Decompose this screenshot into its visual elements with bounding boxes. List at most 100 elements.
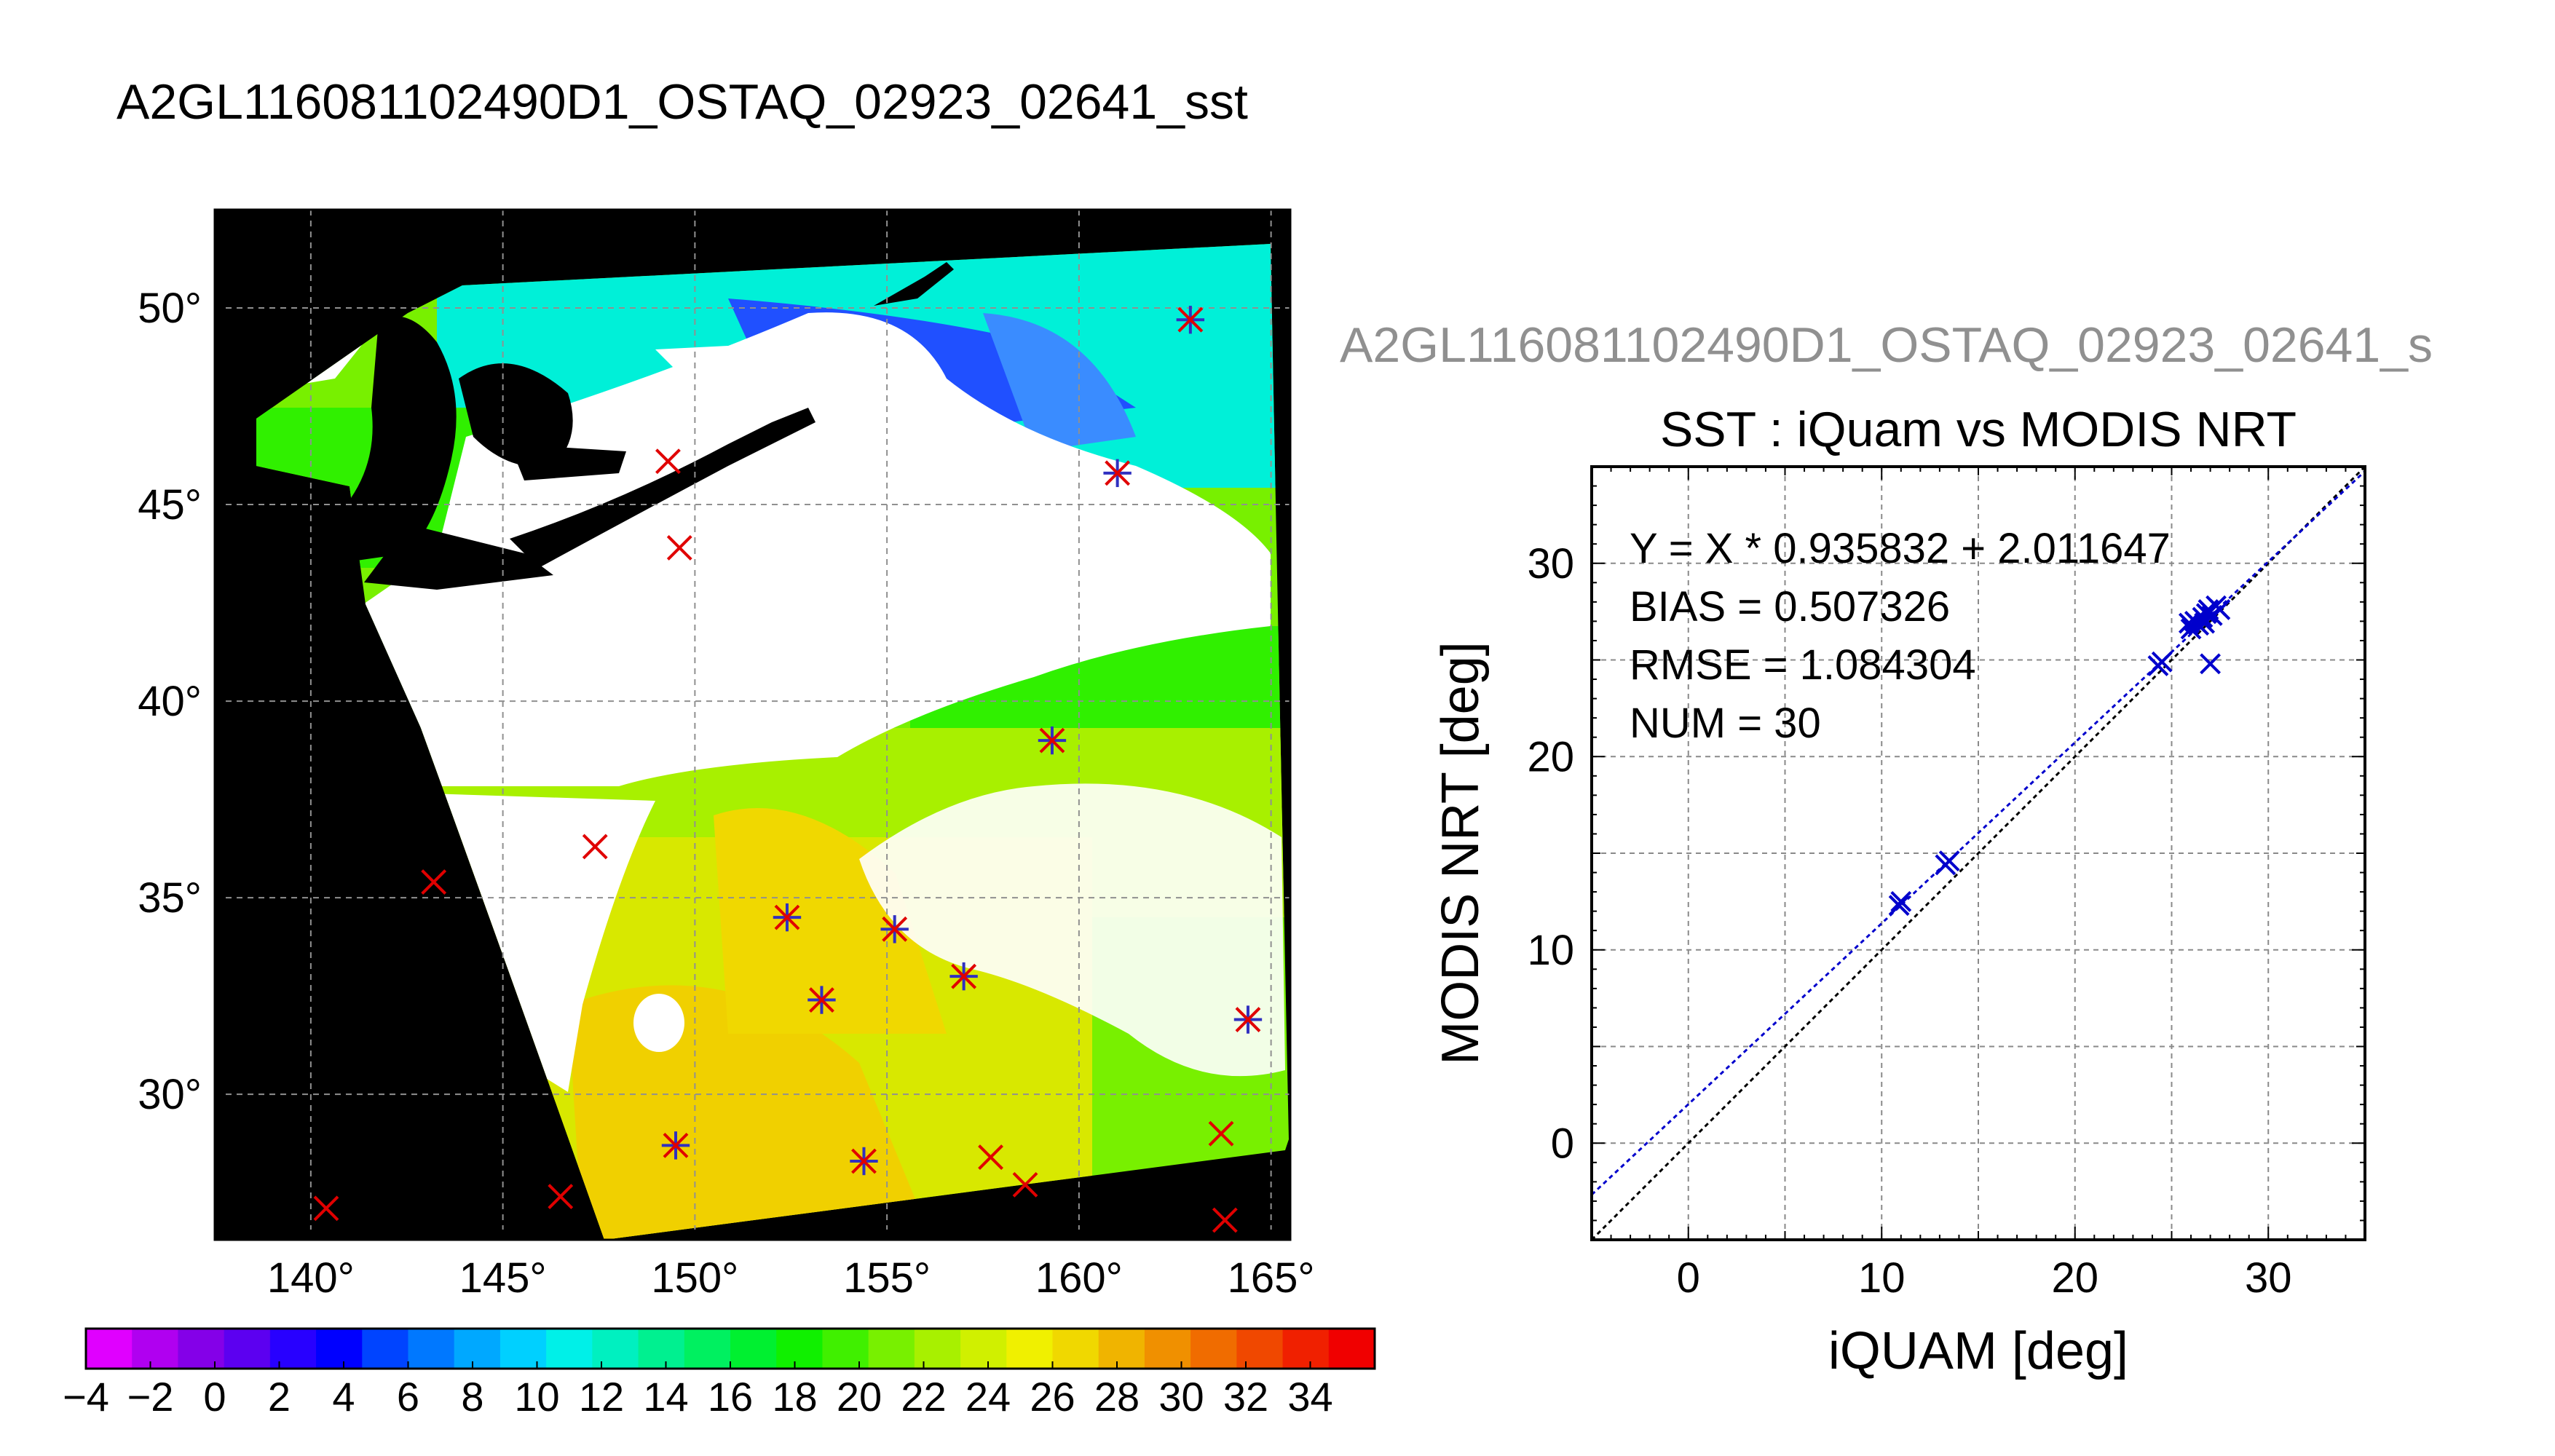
scatter-point xyxy=(2209,599,2231,620)
colorbar-cell xyxy=(868,1329,915,1369)
map-lat-label: 40° xyxy=(138,678,202,725)
matchup-marker xyxy=(807,986,836,1014)
scatter-ytick-label: 20 xyxy=(1527,733,1574,780)
colorbar-cell xyxy=(86,1329,133,1369)
scatter-ytick-label: 30 xyxy=(1527,540,1574,587)
matchup-marker xyxy=(850,1147,878,1176)
colorbar-cell xyxy=(914,1329,961,1369)
scatter-points xyxy=(1888,595,2231,917)
matchup-marker xyxy=(1176,306,1205,334)
colorbar-cell xyxy=(408,1329,455,1369)
colorbar-cell xyxy=(638,1329,685,1369)
colorbar-cell xyxy=(1282,1329,1330,1369)
scatter-point xyxy=(2151,651,2173,673)
scatter-xlabel: iQUAM [deg] xyxy=(1828,1322,2128,1380)
colorbar-cell xyxy=(1144,1329,1191,1369)
matchup-marker xyxy=(1012,1171,1038,1198)
map-lon-label: 140° xyxy=(267,1254,355,1302)
colorbar-cell xyxy=(1006,1329,1053,1369)
sst-map: 140° 145° 150° 155° 160° 165° 30° 35° 40° 45° 50° xyxy=(138,208,1315,1302)
scatter-xtick-label: 10 xyxy=(1858,1254,1906,1302)
colorbar-label: 32 xyxy=(1223,1374,1268,1420)
map-frame xyxy=(213,208,1292,1241)
map-lat-label: 35° xyxy=(138,874,202,922)
scatter-point xyxy=(2200,653,2222,675)
colorbar-label: 24 xyxy=(965,1374,1011,1420)
matchup-marker xyxy=(582,834,608,860)
colorbar-cell xyxy=(592,1329,639,1369)
colorbar-cell xyxy=(1052,1329,1099,1369)
scatter-ylabel: MODIS NRT [deg] xyxy=(1431,641,1490,1065)
colorbar-label: 8 xyxy=(461,1374,483,1420)
sst-colorbar: −4 −2 0 2 4 6 8 10 12 14 16 18 20 22 24 26 28 30 32 34 xyxy=(63,1327,1376,1420)
annotation-regression: Y = X * 0.935832 + 2.011647 xyxy=(1630,525,2171,572)
colorbar-label: 0 xyxy=(203,1374,226,1420)
colorbar-label: 16 xyxy=(708,1374,753,1420)
colorbar-cells xyxy=(86,1329,1375,1369)
map-tick-labels: 140° 145° 150° 155° 160° 165° 30° 35° 40° 45° 50° xyxy=(138,285,1314,1302)
colorbar-label: 2 xyxy=(268,1374,291,1420)
colorbar-cell xyxy=(776,1329,823,1369)
colorbar-label: 10 xyxy=(514,1374,559,1420)
colorbar-cell xyxy=(684,1329,731,1369)
colorbar-cell xyxy=(132,1329,178,1369)
scatter-point xyxy=(1890,890,1912,912)
matchup-marker xyxy=(313,1195,339,1222)
scatter-xtick-label: 30 xyxy=(2245,1254,2292,1302)
colorbar-label: −2 xyxy=(127,1374,174,1420)
matchup-marker xyxy=(949,962,978,991)
map-markers xyxy=(313,306,1263,1233)
colorbar-cell xyxy=(730,1329,777,1369)
map-lon-label: 145° xyxy=(459,1254,547,1302)
colorbar-cell xyxy=(1236,1329,1284,1369)
matchup-marker xyxy=(421,869,447,895)
main-title: A2GL116081102490D1_OSTAQ_02923_02641_sst xyxy=(117,74,1248,130)
colorbar-cell xyxy=(1190,1329,1237,1369)
colorbar-label: 12 xyxy=(579,1374,624,1420)
colorbar-cell xyxy=(362,1329,408,1369)
land-mask xyxy=(342,262,954,590)
colorbar-cell xyxy=(269,1329,317,1369)
matchup-marker xyxy=(1208,1120,1234,1147)
colorbar-label: 30 xyxy=(1158,1374,1204,1420)
scatter-ytick-label: 0 xyxy=(1551,1120,1574,1167)
matchup-marker xyxy=(978,1144,1003,1170)
colorbar-cell xyxy=(454,1329,501,1369)
regression-line xyxy=(1592,470,2365,1196)
scatter-xtick-label: 0 xyxy=(1677,1254,1700,1302)
identity-line xyxy=(1592,467,2365,1240)
colorbar-cell xyxy=(224,1329,271,1369)
scatter-subtitle: A2GL116081102490D1_OSTAQ_02923_02641_s xyxy=(1340,317,2433,373)
matchup-marker xyxy=(548,1184,574,1210)
matchup-marker xyxy=(773,903,802,932)
colorbar-label: 18 xyxy=(772,1374,817,1420)
matchup-marker xyxy=(1038,726,1067,755)
scatter-grid xyxy=(1592,467,2365,1240)
map-lon-label: 165° xyxy=(1228,1254,1315,1302)
matchup-marker xyxy=(1233,1005,1263,1034)
scatter-annotations: Y = X * 0.935832 + 2.011647 BIAS = 0.507… xyxy=(1630,525,2171,747)
scatter-point xyxy=(2178,612,2200,634)
map-lat-label: 30° xyxy=(138,1071,202,1118)
colorbar-label: 20 xyxy=(837,1374,882,1420)
colorbar-labels: −4 −2 0 2 4 6 8 10 12 14 16 18 20 22 24 26 28 30 32 34 xyxy=(63,1361,1333,1420)
colorbar-label: 14 xyxy=(643,1374,688,1420)
colorbar-label: 34 xyxy=(1287,1374,1332,1420)
colorbar-label: −4 xyxy=(63,1374,109,1420)
matchup-marker xyxy=(666,535,692,561)
colorbar-cell xyxy=(546,1329,593,1369)
matchup-marker xyxy=(655,448,681,475)
map-lon-label: 160° xyxy=(1035,1254,1123,1302)
colorbar-cell xyxy=(316,1329,363,1369)
colorbar-cell xyxy=(499,1329,547,1369)
colorbar-cell xyxy=(1328,1329,1375,1369)
annotation-num: NUM = 30 xyxy=(1630,700,1821,747)
colorbar-label: 22 xyxy=(901,1374,946,1420)
colorbar-label: 28 xyxy=(1094,1374,1140,1420)
map-lat-label: 50° xyxy=(138,285,202,332)
matchup-marker xyxy=(1212,1207,1238,1233)
matchup-marker xyxy=(661,1131,690,1160)
scatter-ytick-label: 10 xyxy=(1527,927,1574,974)
map-lon-label: 155° xyxy=(843,1254,931,1302)
